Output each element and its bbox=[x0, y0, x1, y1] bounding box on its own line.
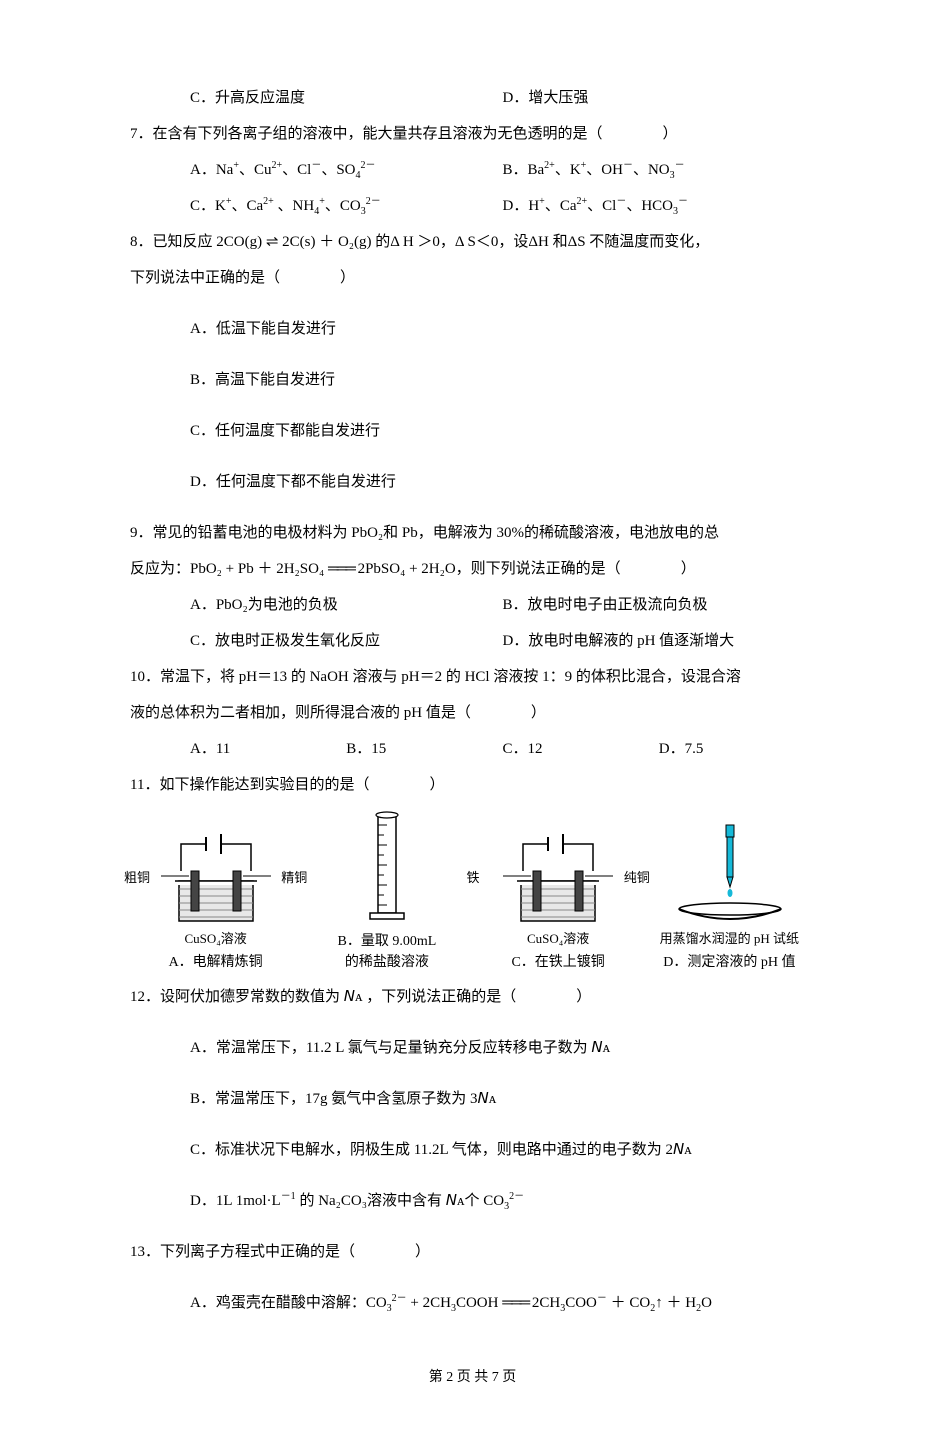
q11a-right-label: 精铜 bbox=[281, 869, 307, 887]
graduated-cylinder-icon bbox=[352, 807, 422, 927]
q12d-sup2: 2－ bbox=[509, 1191, 524, 1202]
q6-opt-d: D．增大压强 bbox=[503, 80, 816, 116]
q11c-right-label: 纯铜 bbox=[624, 869, 650, 887]
q8-opt-a: A．低温下能自发进行 bbox=[130, 311, 815, 347]
q13-stem-line: 13．下列离子方程式中正确的是（ ） bbox=[130, 1234, 815, 1270]
q8-stem1: 8．已知反应 2CO(g) ⇌ 2C(s) ＋ O₂(g) 的Δ H ＞0，Δ … bbox=[130, 224, 815, 260]
exam-page: C．升高反应温度 D．增大压强 7．在含有下列各离子组的溶液中，能大量共存且溶液… bbox=[0, 0, 945, 1435]
q13-paren: ） bbox=[415, 1244, 430, 1260]
q9-opt-b: B．放电时电子由正极流向负极 bbox=[503, 587, 816, 623]
q11a-solution: CuSO₄溶液 bbox=[130, 930, 301, 948]
q7-opt-a: A．Na+、Cu2+、Cl－、SO42－ bbox=[190, 152, 503, 188]
q11-fig-b: B．量取 9.00mL 的稀盐酸溶液 bbox=[301, 807, 472, 973]
dropper-watchglass-icon bbox=[664, 821, 794, 926]
q7-paren: ） bbox=[663, 126, 678, 142]
q10-stem2: 液的总体积为二者相加，则所得混合液的 pH 值是（ bbox=[130, 705, 471, 721]
q9-stem2-post: 2PbSO₄ + 2H₂O，则下列说法正确的是（ bbox=[358, 561, 621, 577]
q11-figures: 粗铜 精铜 bbox=[130, 807, 815, 973]
q7-opts-row2: C．K+、Ca2+ 、NH4+、CO32－ D．H+、Ca2+、Cl－、HCO3… bbox=[130, 188, 815, 224]
q11-opt-b-line2: 的稀盐酸溶液 bbox=[301, 952, 472, 973]
q9-stem2-line: 反应为：PbO₂ + Pb ＋ 2H₂SO₄ ═══ 2PbSO₄ + 2H₂O… bbox=[130, 551, 815, 587]
q8-stem2: 下列说法中正确的是（ bbox=[130, 270, 280, 286]
q11-opt-a: A．电解精炼铜 bbox=[130, 952, 301, 973]
q9-opt-a: A．PbO₂为电池的负极 bbox=[190, 587, 503, 623]
q9-opt-c: C．放电时正极发生氧化反应 bbox=[190, 623, 503, 659]
q8-paren: ） bbox=[340, 270, 355, 286]
q11-paren: ） bbox=[429, 777, 444, 793]
q11c-solution: CuSO₄溶液 bbox=[473, 930, 644, 948]
q9-eq: ═══ bbox=[328, 561, 354, 577]
q12-opt-d: D．1L 1mol·L－1 的 Na₂CO₃溶液中含有 𝘕ᴀ个 CO32－ bbox=[130, 1183, 815, 1219]
q7-stem-text: 7．在含有下列各离子组的溶液中，能大量共存且溶液为无色透明的是（ bbox=[130, 126, 603, 142]
beaker-electrolysis-icon bbox=[151, 831, 281, 926]
beaker-electroplating-icon bbox=[493, 831, 623, 926]
q6-options-row: C．升高反应温度 D．增大压强 bbox=[130, 80, 815, 116]
q12-opt-c: C．标准状况下电解水，阴极生成 11.2L 气体，则电路中通过的电子数为 2𝘕ᴀ bbox=[130, 1132, 815, 1168]
q11-opt-d: D．测定溶液的 pH 值 bbox=[644, 952, 815, 973]
q11-fig-c: 铁 纯铜 bbox=[473, 831, 644, 973]
q7-opts-row1: A．Na+、Cu2+、Cl－、SO42－ B．Ba2+、K+、OH－、NO3－ bbox=[130, 152, 815, 188]
q13-stem: 13．下列离子方程式中正确的是（ bbox=[130, 1244, 355, 1260]
q12-opt-b: B．常温常压下，17g 氨气中含氢原子数为 3𝘕ᴀ bbox=[130, 1081, 815, 1117]
q9-stem2-pre: 反应为：PbO₂ + Pb ＋ 2H₂SO₄ bbox=[130, 561, 324, 577]
q8-opt-d: D．任何温度下都不能自发进行 bbox=[130, 464, 815, 500]
q9-opts-row2: C．放电时正极发生氧化反应 D．放电时电解液的 pH 值逐渐增大 bbox=[130, 623, 815, 659]
q7-opt-b: B．Ba2+、K+、OH－、NO3－ bbox=[503, 152, 816, 188]
q10-stem2-line: 液的总体积为二者相加，则所得混合液的 pH 值是（ ） bbox=[130, 695, 815, 731]
q8-opt-c: C．任何温度下都能自发进行 bbox=[130, 413, 815, 449]
q12d-sub: 3 bbox=[504, 1201, 509, 1212]
q7-opt-d: D．H+、Ca2+、Cl－、HCO3－ bbox=[503, 188, 816, 224]
q10-opt-b: B．15 bbox=[346, 731, 502, 767]
q10-paren: ） bbox=[531, 705, 546, 721]
q10-opts: A．11 B．15 C．12 D．7.5 bbox=[130, 731, 815, 767]
q10-opt-d: D．7.5 bbox=[659, 731, 815, 767]
page-footer: 第 2 页 共 7 页 bbox=[130, 1361, 815, 1395]
q10-opt-a: A．11 bbox=[190, 731, 346, 767]
q12-opt-a: A．常温常压下，11.2 L 氯气与足量钠充分反应转移电子数为 𝘕ᴀ bbox=[130, 1030, 815, 1066]
q11-opt-b-line1: B．量取 9.00mL bbox=[301, 931, 472, 952]
q12-paren: ） bbox=[576, 989, 591, 1005]
q11c-left-label: 铁 bbox=[467, 869, 480, 887]
q9-stem1: 9．常见的铅蓄电池的电极材料为 PbO₂和 Pb，电解液为 30%的稀硫酸溶液，… bbox=[130, 515, 815, 551]
q12d-mid: 的 Na₂CO₃溶液中含有 𝘕ᴀ个 CO bbox=[296, 1193, 504, 1209]
q6-opt-c: C．升高反应温度 bbox=[190, 80, 503, 116]
q10-stem1: 10．常温下，将 pH＝13 的 NaOH 溶液与 pH＝2 的 HCl 溶液按… bbox=[130, 659, 815, 695]
q7-opt-c: C．K+、Ca2+ 、NH4+、CO32－ bbox=[190, 188, 503, 224]
q9-paren: ） bbox=[681, 561, 696, 577]
q12-stem: 12．设阿伏加德罗常数的数值为 𝘕ᴀ ，下列说法正确的是（ bbox=[130, 989, 516, 1005]
q11-stem-line: 11．如下操作能达到实验目的的是（ ） bbox=[130, 767, 815, 803]
q9-opt-d: D．放电时电解液的 pH 值逐渐增大 bbox=[503, 623, 816, 659]
q9-opts-row1: A．PbO₂为电池的负极 B．放电时电子由正极流向负极 bbox=[130, 587, 815, 623]
q11a-left-label: 粗铜 bbox=[124, 869, 150, 887]
q12d-sup1: －1 bbox=[281, 1191, 296, 1202]
q10-opt-c: C．12 bbox=[503, 731, 659, 767]
q13-opt-a: A．鸡蛋壳在醋酸中溶解：CO32－ + 2CH3COOH ═══ 2CH3COO… bbox=[130, 1285, 815, 1321]
q12-stem-line: 12．设阿伏加德罗常数的数值为 𝘕ᴀ ，下列说法正确的是（ ） bbox=[130, 979, 815, 1015]
q11-stem: 11．如下操作能达到实验目的的是（ bbox=[130, 777, 369, 793]
q11-fig-a: 粗铜 精铜 bbox=[130, 831, 301, 973]
q11d-caption: 用蒸馏水润湿的 pH 试纸 bbox=[644, 930, 815, 948]
q11-opt-c: C．在铁上镀铜 bbox=[473, 952, 644, 973]
q8-stem2-line: 下列说法中正确的是（ ） bbox=[130, 260, 815, 296]
q12d-pre: D．1L 1mol·L bbox=[190, 1193, 281, 1209]
q7-stem: 7．在含有下列各离子组的溶液中，能大量共存且溶液为无色透明的是（ ） bbox=[130, 116, 815, 152]
q8-opt-b: B．高温下能自发进行 bbox=[130, 362, 815, 398]
q11-fig-d: 用蒸馏水润湿的 pH 试纸 D．测定溶液的 pH 值 bbox=[644, 821, 815, 973]
